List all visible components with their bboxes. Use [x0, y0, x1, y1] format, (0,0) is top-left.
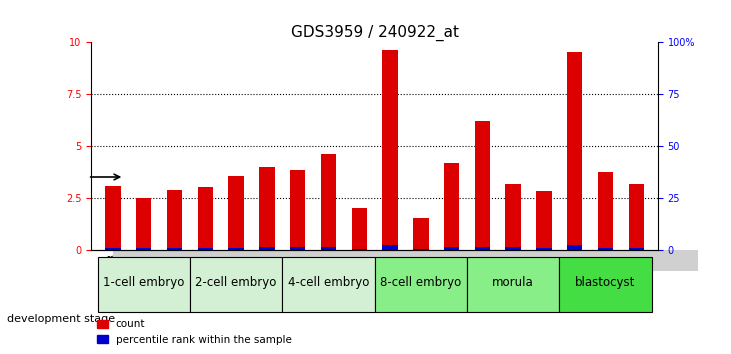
Bar: [598, 248, 613, 250]
Bar: [382, 245, 398, 250]
Bar: [321, 154, 336, 250]
Bar: [444, 163, 459, 250]
Bar: [598, 172, 613, 250]
Bar: [506, 247, 521, 250]
Bar: [167, 248, 182, 250]
Bar: [260, 247, 275, 250]
Text: blastocyst: blastocyst: [575, 276, 636, 289]
Bar: [197, 187, 213, 250]
Bar: [197, 248, 213, 250]
Bar: [352, 249, 367, 250]
Bar: [537, 248, 552, 250]
FancyBboxPatch shape: [374, 257, 467, 312]
Bar: [537, 191, 552, 250]
FancyBboxPatch shape: [282, 257, 374, 312]
Bar: [113, 250, 698, 271]
Bar: [136, 248, 151, 250]
Bar: [105, 186, 121, 250]
Bar: [228, 176, 243, 250]
Bar: [352, 207, 367, 250]
Text: 2-cell embryo: 2-cell embryo: [195, 276, 277, 289]
Bar: [567, 245, 583, 250]
Bar: [260, 167, 275, 250]
Bar: [413, 249, 428, 250]
Bar: [474, 121, 490, 250]
FancyBboxPatch shape: [190, 257, 282, 312]
Bar: [629, 248, 644, 250]
Bar: [506, 184, 521, 250]
Bar: [629, 184, 644, 250]
Bar: [228, 248, 243, 250]
Bar: [444, 247, 459, 250]
Title: GDS3959 / 240922_at: GDS3959 / 240922_at: [291, 25, 458, 41]
Text: 8-cell embryo: 8-cell embryo: [380, 276, 461, 289]
Bar: [290, 247, 306, 250]
Bar: [474, 247, 490, 250]
Text: 4-cell embryo: 4-cell embryo: [288, 276, 369, 289]
Bar: [321, 247, 336, 250]
Bar: [290, 170, 306, 250]
Bar: [136, 198, 151, 250]
Bar: [413, 218, 428, 250]
FancyBboxPatch shape: [559, 257, 652, 312]
Text: morula: morula: [492, 276, 534, 289]
FancyBboxPatch shape: [467, 257, 559, 312]
FancyBboxPatch shape: [97, 257, 190, 312]
Legend: count, percentile rank within the sample: count, percentile rank within the sample: [93, 315, 296, 349]
Bar: [105, 248, 121, 250]
Bar: [382, 50, 398, 250]
Text: 1-cell embryo: 1-cell embryo: [103, 276, 184, 289]
Text: development stage: development stage: [7, 314, 115, 324]
Bar: [167, 190, 182, 250]
Bar: [567, 52, 583, 250]
